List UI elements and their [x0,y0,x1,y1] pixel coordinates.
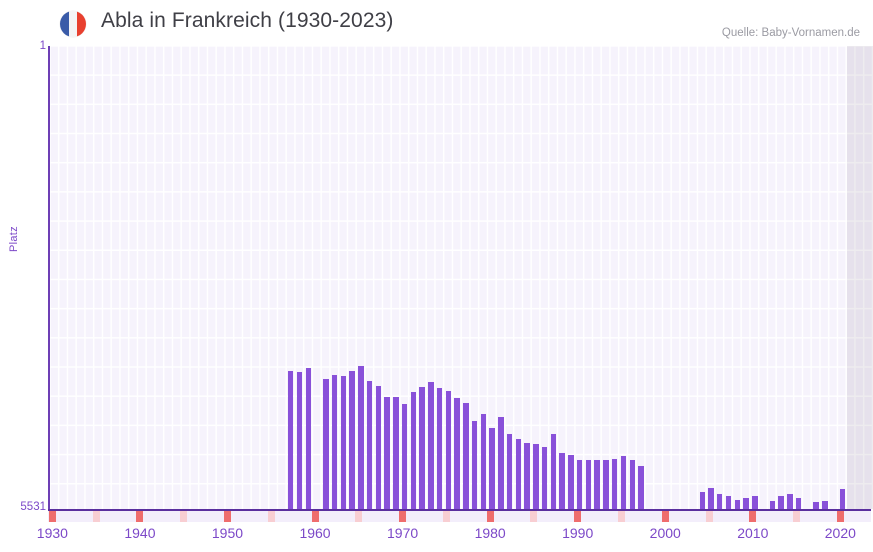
y-axis-title: Platz [8,226,20,252]
bar-2004 [699,492,705,509]
x-tick-1985 [530,511,538,522]
bar-2008 [734,499,740,509]
bar-1994 [612,458,618,509]
bar-2007 [725,495,732,509]
x-tick-1940 [136,511,144,522]
bar-2018 [822,500,828,509]
bar-1971 [410,391,417,509]
x-tick-1990 [574,511,582,522]
bar-2006 [717,493,723,509]
bar-1972 [419,386,425,509]
bar-1976 [454,397,460,509]
x-tick-1970 [399,511,407,522]
bar-series [50,46,873,509]
bar-1996 [629,460,635,509]
bar-1988 [559,452,565,509]
x-axis-label-2000: 2000 [649,525,681,541]
x-axis-label-1990: 1990 [562,525,594,541]
bar-1986 [541,446,548,509]
bar-1964 [349,370,355,509]
bar-1961 [323,379,329,509]
bar-2017 [813,502,819,509]
x-tick-1935 [92,511,100,522]
bar-2009 [743,498,749,509]
bar-2012 [769,501,776,509]
bar-1968 [384,396,390,509]
x-tick-1980 [486,511,494,522]
bar-1973 [428,381,434,509]
x-tick-1955 [267,511,275,522]
bar-1980 [489,427,495,509]
x-axis-label-1930: 1930 [36,525,68,541]
chart-header: Abla in Frankreich (1930-2023) Quelle: B… [0,0,873,46]
bar-1963 [340,375,346,509]
x-axis-label-1980: 1980 [474,525,506,541]
x-axis-label-2020: 2020 [824,525,856,541]
x-tick-2010 [749,511,757,522]
bar-1995 [620,456,627,509]
bar-1966 [366,380,373,509]
bar-1970 [401,404,408,509]
x-axis-label-2010: 2010 [737,525,769,541]
bar-1983 [515,439,522,509]
bar-1990 [576,460,583,509]
bar-1962 [331,374,338,509]
france-flag-icon [60,11,86,37]
bar-1974 [436,388,443,509]
bar-1959 [305,368,311,509]
bar-1985 [533,443,539,509]
bar-2010 [752,495,758,509]
bar-2020 [839,488,846,509]
bar-1969 [393,396,399,509]
bar-1997 [638,466,644,509]
bar-1987 [550,434,557,509]
x-axis-label-1940: 1940 [124,525,156,541]
x-axis-label-1960: 1960 [299,525,331,541]
bar-1984 [524,442,530,509]
bar-1982 [506,434,513,509]
flag-stripe-white [68,11,78,37]
x-tick-1965 [355,511,363,522]
bar-1992 [594,459,600,509]
bar-2005 [708,488,714,509]
x-tick-1930 [48,511,56,522]
x-axis-label-1970: 1970 [387,525,419,541]
bar-1965 [358,365,364,509]
bar-1967 [375,385,382,509]
x-tick-1950 [223,511,231,522]
x-axis-label-1950: 1950 [211,525,244,541]
x-tick-2015 [793,511,801,522]
x-tick-2000 [661,511,669,522]
bar-1975 [445,390,452,509]
x-axis-labels: 1930 1940 1950 1960 1970 1980 1990 2000 2010 2020 [0,525,873,549]
chart-title: Abla in Frankreich (1930-2023) [101,9,394,32]
bar-1957 [288,370,294,509]
bar-1978 [471,421,478,509]
x-axis-line [48,509,871,511]
source-attribution: Quelle: Baby-Vornamen.de [721,27,860,39]
x-tick-2020 [836,511,844,522]
x-tick-1975 [442,511,450,522]
flag-stripe-red [77,11,86,37]
bar-1991 [585,459,592,509]
bar-1958 [296,372,303,509]
x-axis-tick-strip [48,511,871,522]
x-tick-2005 [705,511,713,522]
bar-1977 [463,403,469,509]
y-axis-label-top: 1 [39,40,46,52]
x-tick-1945 [180,511,188,522]
plot-area [48,46,873,509]
x-tick-1960 [311,511,319,522]
bar-1979 [480,414,487,509]
bar-2015 [795,498,802,509]
bar-2014 [787,493,793,509]
bar-1993 [603,459,609,509]
flag-stripe-blue [60,11,69,37]
x-tick-1995 [617,511,625,522]
y-axis-label-bottom: 5531 [20,501,46,513]
bar-1981 [498,416,504,509]
bar-2013 [778,496,784,509]
bar-1989 [568,454,574,509]
